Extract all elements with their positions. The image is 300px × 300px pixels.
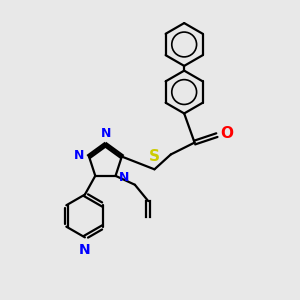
Text: N: N — [74, 149, 84, 163]
Text: S: S — [149, 149, 160, 164]
Text: N: N — [101, 127, 111, 140]
Text: N: N — [118, 171, 129, 184]
Text: O: O — [220, 126, 233, 141]
Text: N: N — [79, 243, 91, 257]
